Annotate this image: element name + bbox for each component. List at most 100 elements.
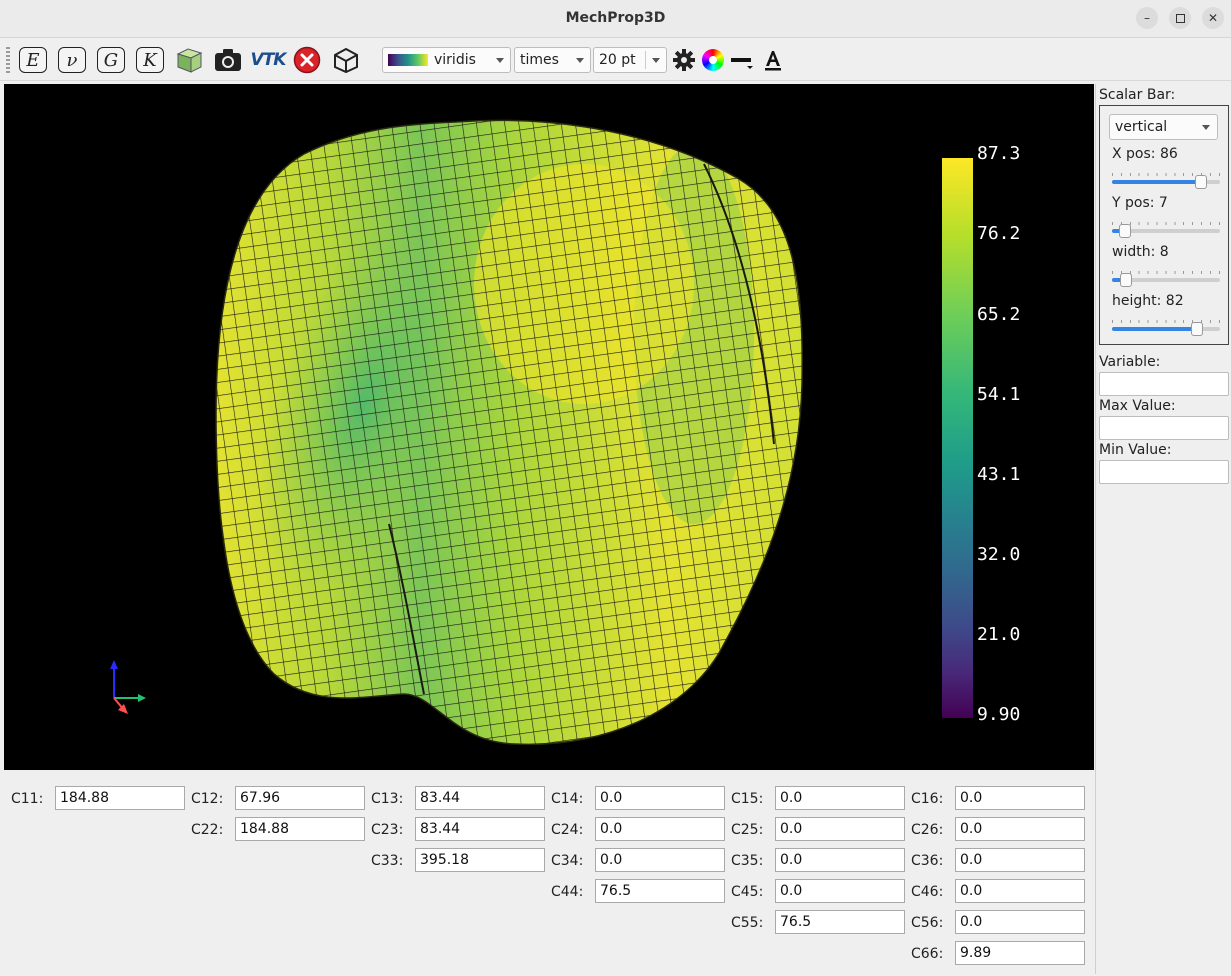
settings-button[interactable] xyxy=(668,45,700,75)
window-title: MechProp3D xyxy=(565,10,666,26)
colormap-select[interactable]: viridis xyxy=(382,47,511,73)
camera-icon xyxy=(215,49,241,71)
toolbar-grip[interactable] xyxy=(6,47,10,73)
c46-input[interactable]: 0.0 xyxy=(955,879,1085,903)
min-value-label: Min Value: xyxy=(1099,442,1172,458)
axes-button[interactable] xyxy=(330,45,362,75)
vtk-export-button[interactable]: VTK xyxy=(250,45,287,75)
min-value-input[interactable] xyxy=(1099,460,1229,484)
color-picker-button[interactable] xyxy=(697,45,729,75)
x-pos-label: X pos: 86 xyxy=(1112,146,1178,162)
c15-label: C15: xyxy=(731,791,764,807)
c15-input[interactable]: 0.0 xyxy=(775,786,905,810)
clear-button[interactable] xyxy=(291,45,323,75)
width-slider[interactable] xyxy=(1112,271,1220,287)
c35-input[interactable]: 0.0 xyxy=(775,848,905,872)
vtk-icon: VTK xyxy=(250,50,287,70)
c16-label: C16: xyxy=(911,791,944,807)
poisson-ratio-button[interactable]: ν xyxy=(56,45,88,75)
slider-handle[interactable] xyxy=(1190,322,1203,336)
x-pos-slider[interactable] xyxy=(1112,173,1220,189)
c56-input[interactable]: 0.0 xyxy=(955,910,1085,934)
minimize-button[interactable]: – xyxy=(1136,7,1158,29)
scalar-bar-label: 87.3 xyxy=(977,143,1021,164)
c36-label: C36: xyxy=(911,853,944,869)
c16-input[interactable]: 0.0 xyxy=(955,786,1085,810)
c26-label: C26: xyxy=(911,822,944,838)
c36-input[interactable]: 0.0 xyxy=(955,848,1085,872)
slider-handle[interactable] xyxy=(1119,273,1132,287)
c25-label: C25: xyxy=(731,822,764,838)
slider-ticks xyxy=(1112,271,1220,274)
screenshot-button[interactable] xyxy=(212,45,244,75)
c23-label: C23: xyxy=(371,822,404,838)
gear-icon xyxy=(673,49,695,71)
poisson-ratio-icon: ν xyxy=(58,47,86,73)
font-size-select[interactable]: 20 pt xyxy=(593,47,667,73)
height-label: height: 82 xyxy=(1112,293,1184,309)
c13-input[interactable]: 83.44 xyxy=(415,786,545,810)
c26-input[interactable]: 0.0 xyxy=(955,817,1085,841)
maximize-button[interactable] xyxy=(1169,7,1191,29)
stiffness-matrix: C11: 184.88 C12: 67.96 C13: 83.44 C14: 0… xyxy=(0,772,1094,974)
c33-input[interactable]: 395.18 xyxy=(415,848,545,872)
chevron-down-icon xyxy=(652,58,660,63)
bulk-modulus-button[interactable]: K xyxy=(134,45,166,75)
crystal-structure-button[interactable] xyxy=(173,45,205,75)
y-pos-slider[interactable] xyxy=(1112,222,1220,238)
c22-input[interactable]: 184.88 xyxy=(235,817,365,841)
minimize-icon: – xyxy=(1144,11,1150,25)
c34-input[interactable]: 0.0 xyxy=(595,848,725,872)
c56-label: C56: xyxy=(911,915,944,931)
c55-input[interactable]: 76.5 xyxy=(775,910,905,934)
c66-input[interactable]: 9.89 xyxy=(955,941,1085,965)
slider-ticks xyxy=(1112,222,1220,225)
color-wheel-icon xyxy=(702,49,724,71)
line-style-button[interactable] xyxy=(726,45,758,75)
wireframe-cube-icon xyxy=(334,47,358,74)
slider-handle[interactable] xyxy=(1194,175,1207,189)
c44-input[interactable]: 76.5 xyxy=(595,879,725,903)
render-viewport[interactable]: 87.3 76.2 65.2 54.1 43.1 32.0 21.0 9.90 xyxy=(4,84,1094,770)
combo-divider xyxy=(645,51,646,69)
shear-modulus-button[interactable]: G xyxy=(95,45,127,75)
scalar-bar-label: 32.0 xyxy=(977,544,1021,565)
slider-handle[interactable] xyxy=(1118,224,1131,238)
c66-label: C66: xyxy=(911,946,944,962)
height-slider[interactable] xyxy=(1112,320,1220,336)
orientation-select[interactable]: vertical xyxy=(1109,114,1218,140)
bulk-modulus-icon: K xyxy=(136,47,164,73)
scalar-bar-heading: Scalar Bar: xyxy=(1099,87,1176,103)
chevron-down-icon xyxy=(1202,125,1210,130)
c24-label: C24: xyxy=(551,822,584,838)
toolbar: E ν G K VTK viridis xyxy=(0,39,1231,81)
c45-input[interactable]: 0.0 xyxy=(775,879,905,903)
c12-input[interactable]: 67.96 xyxy=(235,786,365,810)
font-family-select[interactable]: times xyxy=(514,47,591,73)
c12-label: C12: xyxy=(191,791,224,807)
close-button[interactable]: ✕ xyxy=(1202,7,1224,29)
c44-label: C44: xyxy=(551,884,584,900)
c46-label: C46: xyxy=(911,884,944,900)
font-icon xyxy=(765,51,781,71)
c23-input[interactable]: 83.44 xyxy=(415,817,545,841)
surface-plot[interactable] xyxy=(4,84,1094,770)
maximize-icon xyxy=(1175,13,1185,23)
slider-track xyxy=(1112,229,1220,233)
c35-label: C35: xyxy=(731,853,764,869)
c11-label: C11: xyxy=(11,791,44,807)
c11-input[interactable]: 184.88 xyxy=(55,786,185,810)
c24-input[interactable]: 0.0 xyxy=(595,817,725,841)
max-value-input[interactable] xyxy=(1099,416,1229,440)
orientation-axes xyxy=(110,660,146,714)
c14-input[interactable]: 0.0 xyxy=(595,786,725,810)
c34-label: C34: xyxy=(551,853,584,869)
variable-input[interactable] xyxy=(1099,372,1229,396)
youngs-modulus-button[interactable]: E xyxy=(17,45,49,75)
close-icon: ✕ xyxy=(1207,11,1219,25)
title-bar: MechProp3D – ✕ xyxy=(0,0,1231,38)
c25-input[interactable]: 0.0 xyxy=(775,817,905,841)
text-style-button[interactable] xyxy=(757,45,789,75)
line-width-icon xyxy=(731,58,753,69)
c45-label: C45: xyxy=(731,884,764,900)
